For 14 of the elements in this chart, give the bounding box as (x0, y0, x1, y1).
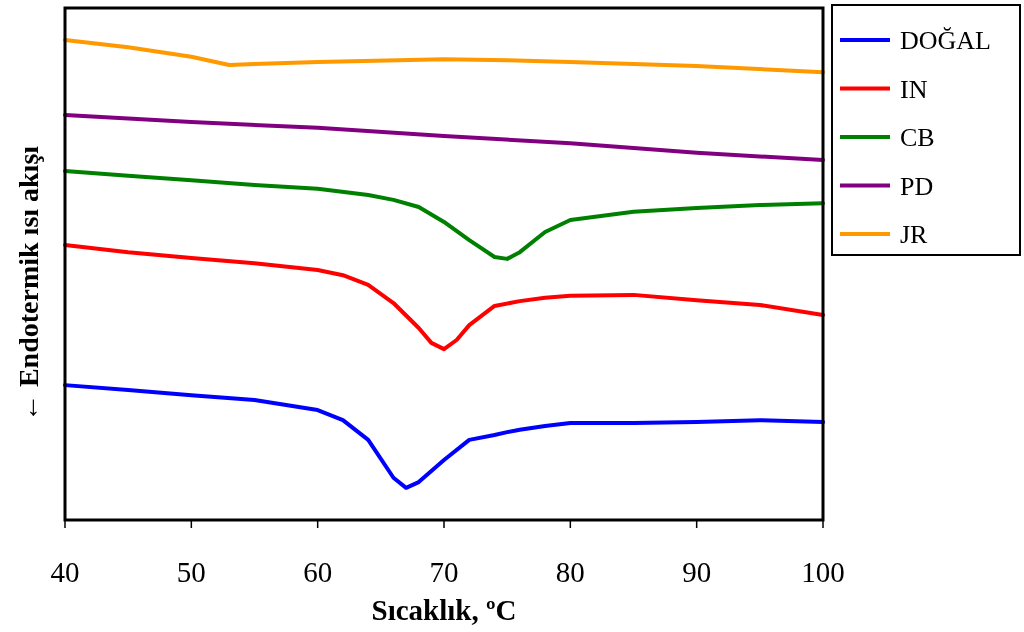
legend-label: IN (900, 74, 928, 104)
legend-label: PD (900, 171, 934, 201)
x-axis-title: Sıcaklık, ºC (371, 594, 517, 626)
legend-label: DOĞAL (900, 26, 991, 55)
legend-label: JR (900, 220, 929, 249)
x-tick-label: 90 (682, 556, 712, 588)
x-tick-label: 50 (176, 556, 206, 588)
y-axis-title: ← Endotermik ısı akışı (13, 145, 44, 423)
x-tick-label: 60 (303, 556, 333, 588)
x-tick-label: 40 (50, 556, 80, 588)
x-tick-label: 80 (555, 556, 585, 588)
x-tick-label: 100 (801, 556, 845, 588)
legend-label: CB (900, 123, 935, 152)
x-tick-label: 70 (429, 556, 459, 588)
